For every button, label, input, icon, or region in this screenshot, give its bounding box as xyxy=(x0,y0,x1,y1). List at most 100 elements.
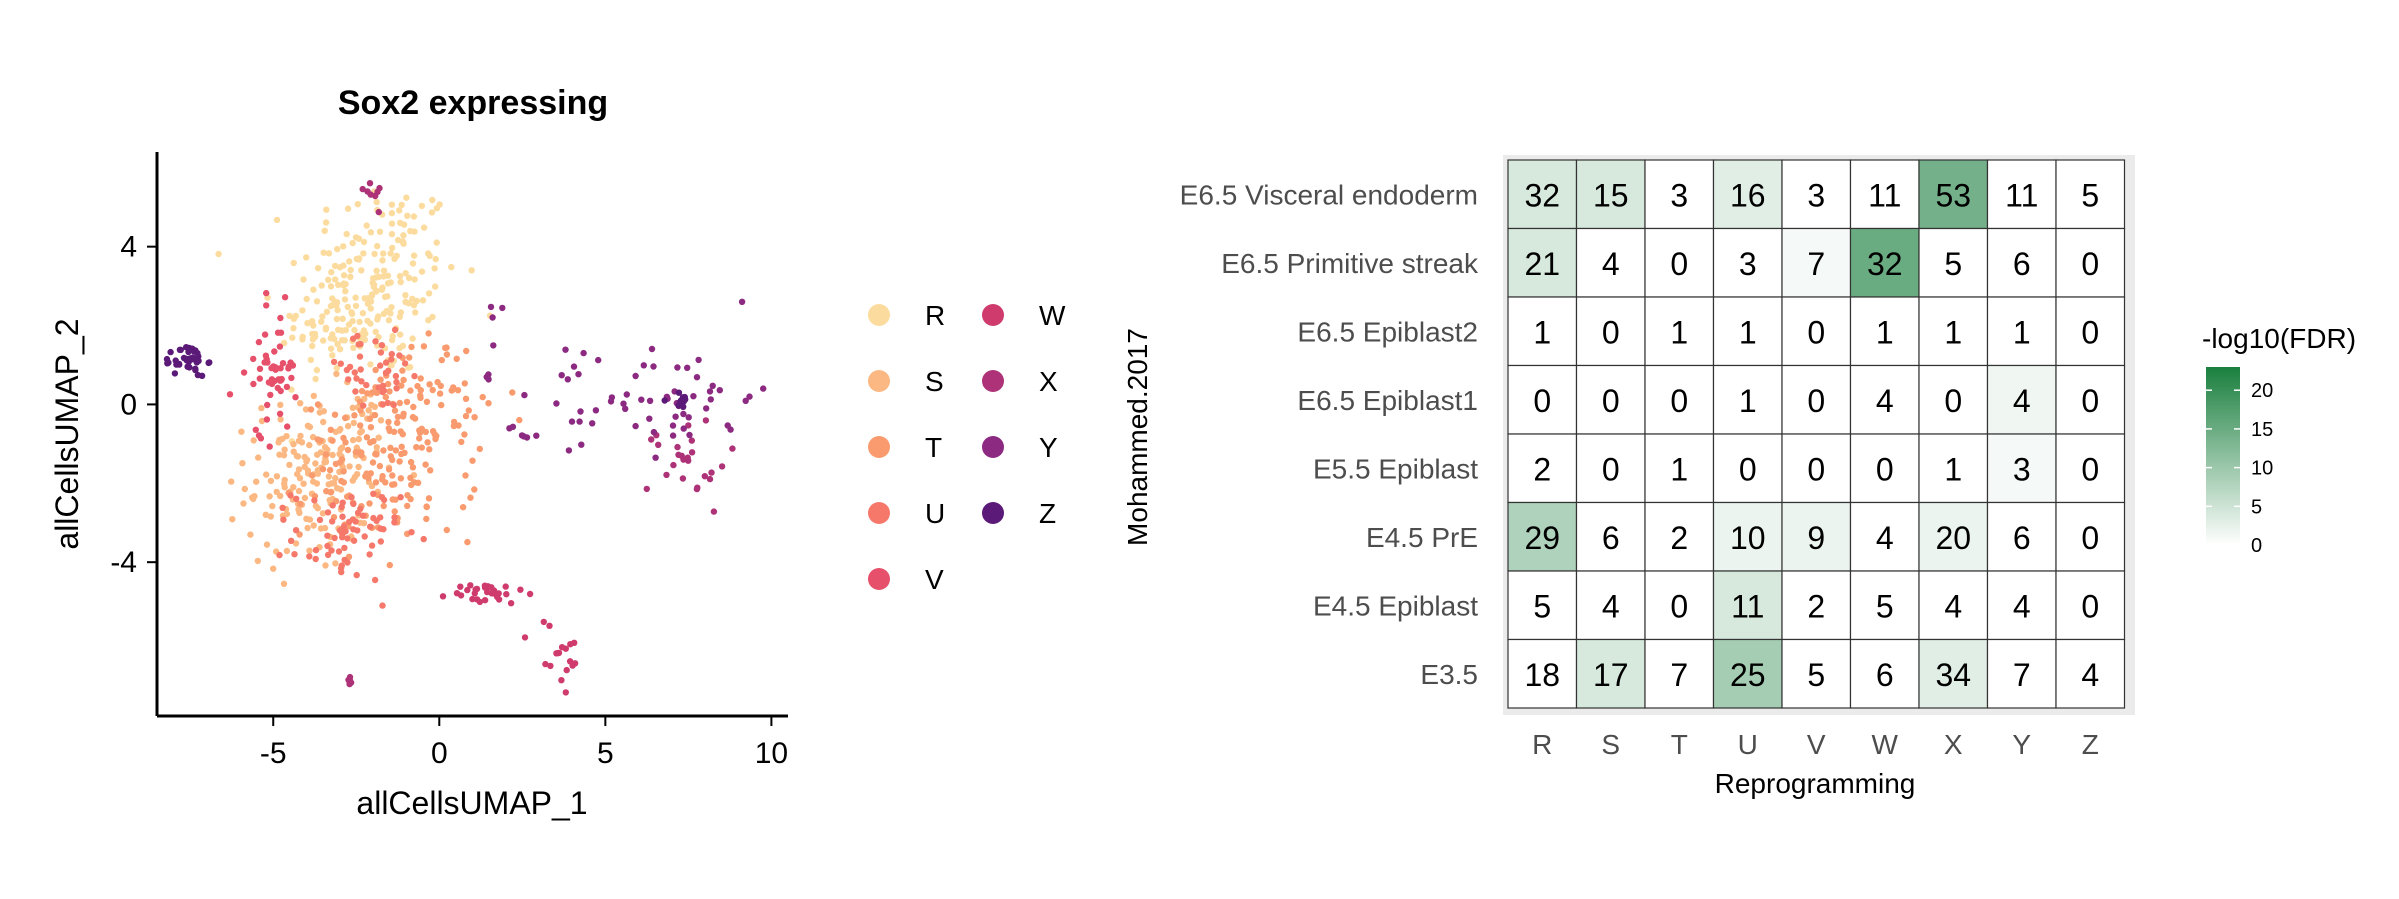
umap-point-S xyxy=(337,445,344,453)
umap-point-S xyxy=(249,494,256,501)
umap-point-S xyxy=(297,400,304,407)
umap-point-R xyxy=(333,364,340,372)
umap-point-R xyxy=(322,326,329,333)
umap-point-S xyxy=(316,409,323,416)
heatmap-row-label: E6.5 Epiblast1 xyxy=(1297,385,1478,416)
umap-point-R xyxy=(388,209,396,217)
umap-point-V xyxy=(255,338,263,346)
heatmap-cell-value: 11 xyxy=(2005,177,2038,213)
umap-point-R xyxy=(400,240,407,247)
umap-point-T xyxy=(322,451,330,458)
umap-point-T xyxy=(471,414,478,421)
umap-point-U xyxy=(384,399,391,407)
heatmap-cell xyxy=(1986,570,2057,641)
umap-point-T xyxy=(327,426,334,433)
umap-point-Z xyxy=(164,360,171,367)
umap-point-R xyxy=(398,201,405,209)
umap-point-T xyxy=(372,366,379,374)
heatmap-cell xyxy=(1986,296,2057,367)
heatmap-cell-value: 20 xyxy=(1935,520,1971,556)
umap-point-R xyxy=(334,245,341,253)
umap-point-R xyxy=(374,242,381,250)
umap-point-U xyxy=(392,372,400,380)
umap-point-R xyxy=(402,292,409,299)
heatmap-cell xyxy=(1575,296,1646,367)
heatmap-cell xyxy=(2055,159,2126,230)
umap-point-T xyxy=(406,354,413,361)
heatmap-cell xyxy=(1986,159,2057,230)
umap-point-T xyxy=(416,435,423,442)
umap-point-U xyxy=(411,372,418,380)
heatmap-cell-value: 0 xyxy=(2081,451,2099,487)
heatmap-cell-value: 4 xyxy=(1944,588,1962,624)
umap-point-V xyxy=(264,401,271,409)
umap-point-S xyxy=(263,541,271,548)
umap-point-S xyxy=(228,478,235,485)
umap-point-Y xyxy=(646,415,653,422)
umap-point-R xyxy=(363,222,370,229)
umap-point-R xyxy=(379,257,386,264)
umap-point-Y xyxy=(521,391,528,399)
umap-point-Y xyxy=(693,374,701,381)
heatmap-cell-value: 25 xyxy=(1730,657,1766,693)
umap-point-S xyxy=(360,520,368,527)
heatmap-legend-tick-label: 10 xyxy=(2251,458,2273,480)
umap-point-T xyxy=(434,378,441,386)
umap-point-S xyxy=(301,453,308,461)
umap-point-W xyxy=(464,586,471,594)
umap-point-T xyxy=(418,444,425,451)
heatmap-cell-value: 32 xyxy=(1524,177,1560,213)
umap-point-T xyxy=(394,413,402,421)
heatmap-legend-title: -log10(FDR) xyxy=(2202,323,2356,354)
heatmap-cell-value: 1 xyxy=(1739,383,1757,419)
umap-point-U xyxy=(370,490,377,497)
umap-point-U xyxy=(360,402,367,409)
umap-point-T xyxy=(342,439,349,446)
umap-point-U xyxy=(357,505,364,512)
umap-point-R xyxy=(388,201,396,208)
heatmap-cell xyxy=(1575,159,1646,230)
heatmap-cell xyxy=(1918,638,1989,709)
umap-legend-label-V: V xyxy=(925,564,944,595)
umap-point-V xyxy=(283,383,291,391)
heatmap-cell xyxy=(1575,638,1646,709)
umap-point-S xyxy=(317,525,325,532)
umap-point-T xyxy=(438,356,445,364)
umap-point-V xyxy=(272,366,279,373)
umap-point-T xyxy=(338,477,345,485)
umap-point-R xyxy=(342,326,349,334)
umap-point-U xyxy=(330,358,338,366)
umap-point-R xyxy=(348,310,356,318)
heatmap-cell xyxy=(1986,638,2057,709)
heatmap-cell-value: 11 xyxy=(1731,588,1764,624)
umap-point-U xyxy=(363,381,370,389)
umap-point-U xyxy=(339,513,346,520)
umap-point-Y xyxy=(650,428,658,436)
umap-point-S xyxy=(321,459,328,466)
umap-point-W xyxy=(502,583,509,590)
umap-point-R xyxy=(303,254,310,261)
heatmap-cell-value: 6 xyxy=(1602,520,1620,556)
umap-point-T xyxy=(458,438,465,446)
heatmap-cell-value: 0 xyxy=(1670,246,1688,282)
umap-point-R xyxy=(373,198,380,206)
umap-point-Y xyxy=(565,447,573,454)
umap-point-Y xyxy=(595,356,602,364)
umap-point-R xyxy=(388,220,396,227)
umap-point-R xyxy=(322,219,330,226)
umap-point-Y xyxy=(760,385,767,392)
umap-point-R xyxy=(370,281,378,288)
umap-point-T xyxy=(425,495,433,502)
umap-point-T xyxy=(509,389,516,396)
heatmap-cell-value: 1 xyxy=(1670,451,1688,487)
heatmap-legend-tick-label: 15 xyxy=(2251,419,2273,441)
umap-point-R xyxy=(406,363,414,371)
umap-points xyxy=(163,180,767,696)
heatmap-row-label: E4.5 Epiblast xyxy=(1313,590,1478,621)
umap-legend-swatch-T xyxy=(868,436,890,458)
umap-point-R xyxy=(215,250,222,258)
umap-point-S xyxy=(281,446,288,453)
umap-point-U xyxy=(346,518,353,526)
umap-point-R xyxy=(429,196,436,204)
umap-point-Z xyxy=(186,344,193,352)
